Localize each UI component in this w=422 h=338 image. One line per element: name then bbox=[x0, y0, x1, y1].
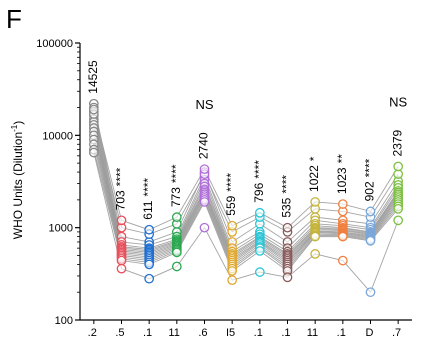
data-point bbox=[171, 247, 182, 258]
data-point bbox=[393, 161, 404, 172]
summary-value: 559 bbox=[224, 195, 238, 215]
summary-value-label: 773 **** bbox=[169, 164, 183, 207]
x-tick-label: .1 bbox=[143, 327, 152, 338]
data-point bbox=[393, 203, 404, 214]
x-tick-label: .1 bbox=[337, 327, 346, 338]
data-point bbox=[254, 267, 265, 277]
data-point bbox=[254, 246, 265, 256]
y-axis-label: WHO Units (Dilution-1) bbox=[10, 121, 25, 239]
data-point bbox=[282, 272, 293, 283]
x-tick-label: .1 bbox=[254, 327, 263, 338]
series-line bbox=[93, 127, 399, 262]
summary-value-label: 2379 bbox=[390, 129, 404, 156]
summary-value: 773 bbox=[169, 187, 183, 207]
data-point bbox=[365, 287, 376, 298]
summary-value: 703 bbox=[114, 190, 128, 210]
summary-value: 535 bbox=[280, 197, 294, 217]
y-axis-label-superscript: -1 bbox=[10, 124, 19, 132]
summary-value: 902 bbox=[363, 181, 377, 201]
summary-value-label: 559 **** bbox=[224, 173, 238, 216]
data-point bbox=[337, 199, 348, 209]
x-tick-label: .2 bbox=[88, 327, 97, 338]
data-point bbox=[116, 215, 127, 226]
data-point bbox=[282, 222, 293, 233]
data-point bbox=[310, 231, 321, 242]
x-tick-label: .7 bbox=[392, 327, 401, 338]
significance-label: NS bbox=[195, 97, 213, 112]
significance-stars: ** bbox=[335, 154, 349, 164]
data-point bbox=[144, 224, 155, 235]
panel-label: F bbox=[6, 4, 22, 34]
data-point bbox=[337, 231, 348, 242]
summary-value-label: 535 **** bbox=[280, 175, 294, 218]
axes: 100 1000 10000 100000 .2 .5 .1 11 .6 I5 .1 .1 11 .1 D.… bbox=[36, 38, 412, 338]
significance-stars: **** bbox=[280, 175, 294, 194]
y-axis-label-close: ) bbox=[11, 121, 25, 125]
series-line bbox=[93, 111, 399, 253]
data-point bbox=[88, 147, 99, 158]
data-point bbox=[310, 249, 321, 259]
series-lines bbox=[93, 103, 399, 294]
summary-value-label: 703 **** bbox=[114, 167, 128, 210]
data-point bbox=[310, 197, 321, 207]
summary-value: 14525 bbox=[86, 60, 100, 94]
significance-stars: **** bbox=[224, 173, 238, 192]
data-point bbox=[171, 212, 182, 222]
summary-value-label: 1023 ** bbox=[335, 154, 349, 194]
data-point bbox=[116, 255, 127, 266]
data-point bbox=[88, 104, 99, 115]
x-tick-label: .1 bbox=[281, 327, 290, 338]
significance-stars: **** bbox=[169, 164, 183, 183]
summary-value-label: 902 **** bbox=[363, 158, 377, 201]
series-line bbox=[93, 109, 399, 231]
y-tick-label: 10000 bbox=[42, 130, 73, 142]
series-line bbox=[93, 124, 399, 260]
summary-value: 611 bbox=[141, 200, 155, 219]
series-line bbox=[93, 103, 399, 243]
x-tick-label: D bbox=[366, 327, 374, 338]
y-tick-label: 1000 bbox=[49, 223, 73, 235]
summary-value-label: 796 **** bbox=[252, 160, 266, 203]
data-point bbox=[365, 235, 376, 246]
summary-value: 1022 bbox=[307, 165, 321, 192]
y-tick-label: 100000 bbox=[36, 38, 73, 50]
data-point bbox=[337, 255, 348, 266]
significance-stars: * bbox=[307, 156, 321, 161]
data-point bbox=[144, 259, 155, 270]
significance-label: NS bbox=[389, 94, 407, 109]
significance-stars: **** bbox=[363, 158, 377, 177]
summary-value: 1023 bbox=[335, 167, 349, 194]
y-tick-label: 100 bbox=[55, 315, 73, 327]
x-tick-label: 11 bbox=[168, 327, 179, 338]
series-line bbox=[93, 152, 399, 294]
x-tick-label: 11 bbox=[307, 327, 318, 338]
summary-value-label: 14525 bbox=[86, 60, 100, 94]
x-tick-label: .6 bbox=[198, 327, 207, 338]
data-point bbox=[393, 215, 404, 226]
data-point bbox=[227, 275, 238, 286]
x-tick-label: .5 bbox=[115, 327, 124, 338]
x-tick-label: I5 bbox=[226, 327, 235, 338]
summary-value-label: 2740 bbox=[197, 132, 211, 159]
data-point bbox=[227, 220, 238, 231]
significance-stars: **** bbox=[114, 167, 128, 186]
significance-stars: **** bbox=[252, 160, 266, 179]
data-point bbox=[171, 261, 182, 272]
series-line bbox=[93, 113, 399, 235]
summary-value: 796 bbox=[252, 182, 266, 202]
data-point bbox=[365, 206, 376, 217]
data-point bbox=[199, 222, 210, 233]
significance-stars: **** bbox=[141, 178, 155, 197]
summary-value-label: 1022 * bbox=[307, 156, 321, 192]
data-point bbox=[199, 197, 210, 207]
data-point bbox=[144, 273, 155, 284]
data-points bbox=[88, 98, 404, 298]
summary-value-label: 611 **** bbox=[141, 178, 155, 220]
data-point bbox=[227, 266, 238, 276]
data-point bbox=[116, 263, 127, 274]
data-point bbox=[254, 207, 265, 218]
data-point bbox=[199, 164, 210, 175]
